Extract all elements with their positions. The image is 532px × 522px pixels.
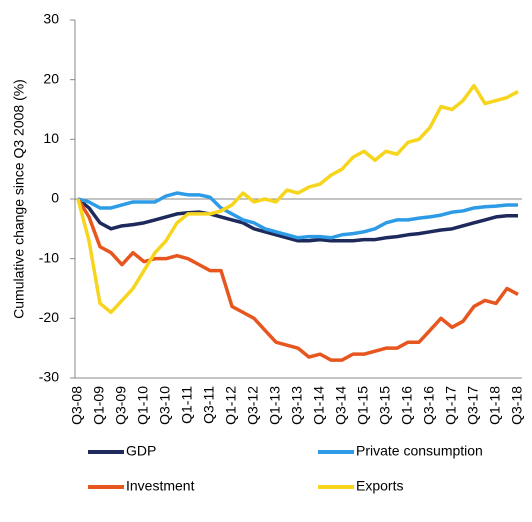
legend-label: Investment	[126, 478, 195, 494]
series-line	[77, 191, 518, 240]
y-tick-label: 0	[51, 190, 59, 206]
x-tick-label: Q1-13	[267, 386, 283, 425]
x-tick-label: Q1-18	[487, 386, 503, 425]
y-tick-label: 30	[43, 11, 59, 27]
legend-label: Exports	[356, 478, 403, 494]
x-tick-label: Q3-16	[421, 386, 437, 425]
legend-label: GDP	[126, 443, 156, 459]
x-tick-label: Q1-14	[311, 386, 327, 425]
y-tick-label: 20	[43, 70, 59, 86]
x-tick-label: Q1-15	[355, 386, 371, 425]
x-tick-label: Q1-12	[223, 386, 239, 425]
y-tick-label: 10	[43, 130, 59, 146]
x-tick-label: Q3-14	[333, 386, 349, 425]
legend-label: Private consumption	[356, 443, 483, 459]
y-axis-label: Cumulative change since Q3 2008 (%)	[11, 79, 27, 319]
y-tick-label: -30	[39, 369, 59, 385]
x-tick-label: Q1-09	[91, 386, 107, 425]
x-tick-label: Q1-10	[135, 386, 151, 425]
x-tick-label: Q3-17	[465, 386, 481, 425]
y-tick-label: -20	[39, 309, 59, 325]
x-tick-label: Q3-11	[201, 386, 217, 424]
x-tick-label: Q3-10	[157, 386, 173, 425]
x-tick-label: Q3-09	[113, 386, 129, 425]
x-tick-label: Q3-08	[69, 386, 85, 425]
x-tick-label: Q3-15	[377, 386, 393, 425]
x-tick-label: Q3-18	[509, 386, 525, 425]
x-tick-label: Q1-11	[179, 386, 195, 424]
series-line	[76, 83, 519, 315]
series-line	[76, 197, 518, 243]
x-tick-label: Q1-16	[399, 386, 415, 425]
x-tick-label: Q3-12	[245, 386, 261, 425]
x-tick-label: Q1-17	[443, 386, 459, 425]
y-tick-label: -10	[39, 249, 59, 265]
x-tick-label: Q3-13	[289, 386, 305, 425]
